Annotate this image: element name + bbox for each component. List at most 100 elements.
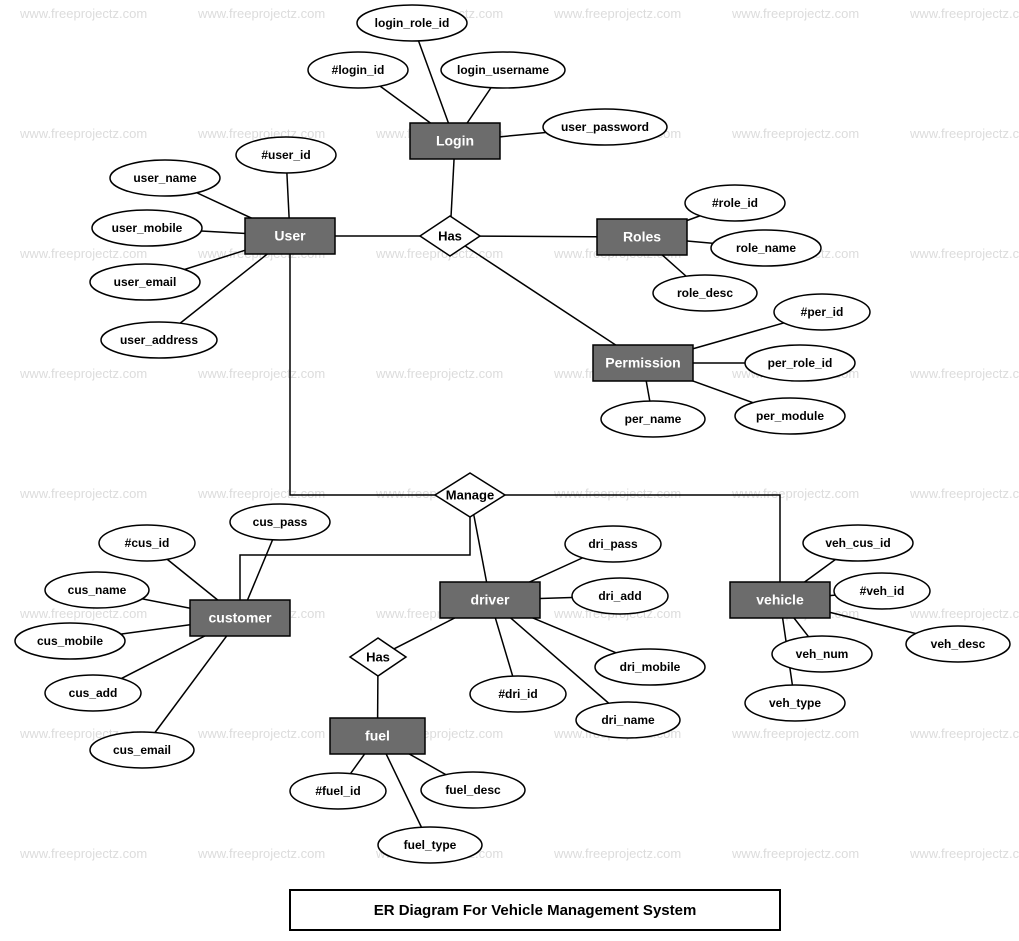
- entity-customer: customer: [190, 600, 290, 636]
- entity-label: vehicle: [756, 592, 804, 608]
- svg-text:www.freeprojectz.com: www.freeprojectz.com: [553, 846, 681, 861]
- svg-text:www.freeprojectz.com: www.freeprojectz.com: [19, 606, 147, 621]
- svg-text:www.freeprojectz.com: www.freeprojectz.com: [197, 726, 325, 741]
- attribute-per-role-id: per_role_id: [745, 345, 855, 381]
- attribute-label: user_password: [561, 120, 649, 134]
- attribute-label: veh_num: [796, 647, 849, 661]
- svg-text:www.freeprojectz.com: www.freeprojectz.com: [909, 726, 1019, 741]
- attribute-veh-cus-id: veh_cus_id: [803, 525, 913, 561]
- svg-text:www.freeprojectz.com: www.freeprojectz.com: [197, 6, 325, 21]
- attribute-label: cus_pass: [253, 515, 308, 529]
- attribute-dri-add: dri_add: [572, 578, 668, 614]
- attribute-user-email: user_email: [90, 264, 200, 300]
- attribute-label: login_username: [457, 63, 549, 77]
- entity-permission: Permission: [593, 345, 693, 381]
- attribute-label: #user_id: [261, 148, 310, 162]
- edges-layer: [70, 23, 958, 845]
- attribute-dri-mobile: dri_mobile: [595, 649, 705, 685]
- attribute-fuel-desc: fuel_desc: [421, 772, 525, 808]
- attribute-label: dri_add: [598, 589, 641, 603]
- attribute-dri-name: dri_name: [576, 702, 680, 738]
- svg-text:www.freeprojectz.com: www.freeprojectz.com: [909, 606, 1019, 621]
- attribute--role-id: #role_id: [685, 185, 785, 221]
- attribute--dri-id: #dri_id: [470, 676, 566, 712]
- attribute-label: #per_id: [801, 305, 844, 319]
- attribute-label: #veh_id: [860, 584, 905, 598]
- attribute-label: #fuel_id: [315, 784, 360, 798]
- attribute-label: dri_name: [601, 713, 655, 727]
- attribute-label: per_name: [625, 412, 682, 426]
- entity-label: Permission: [605, 355, 680, 371]
- svg-text:www.freeprojectz.com: www.freeprojectz.com: [909, 246, 1019, 261]
- svg-text:www.freeprojectz.com: www.freeprojectz.com: [731, 726, 859, 741]
- svg-text:www.freeprojectz.com: www.freeprojectz.com: [19, 846, 147, 861]
- entity-label: driver: [471, 592, 510, 608]
- svg-text:www.freeprojectz.com: www.freeprojectz.com: [731, 126, 859, 141]
- attribute-veh-desc: veh_desc: [906, 626, 1010, 662]
- entity-fuel: fuel: [330, 718, 425, 754]
- attribute-per-module: per_module: [735, 398, 845, 434]
- attribute-label: user_mobile: [112, 221, 183, 235]
- relationship-label: Has: [366, 649, 390, 664]
- svg-text:www.freeprojectz.com: www.freeprojectz.com: [553, 486, 681, 501]
- attribute-label: fuel_type: [404, 838, 457, 852]
- attribute-veh-type: veh_type: [745, 685, 845, 721]
- entity-login: Login: [410, 123, 500, 159]
- attribute-label: #login_id: [332, 63, 385, 77]
- attribute-label: veh_type: [769, 696, 821, 710]
- svg-text:www.freeprojectz.com: www.freeprojectz.com: [19, 366, 147, 381]
- entity-user: User: [245, 218, 335, 254]
- entity-vehicle: vehicle: [730, 582, 830, 618]
- svg-text:www.freeprojectz.com: www.freeprojectz.com: [197, 846, 325, 861]
- attribute-label: cus_mobile: [37, 634, 103, 648]
- attribute--login-id: #login_id: [308, 52, 408, 88]
- attribute-label: user_name: [133, 171, 197, 185]
- attribute-user-name: user_name: [110, 160, 220, 196]
- entity-label: User: [274, 228, 306, 244]
- attribute-label: #dri_id: [498, 687, 537, 701]
- svg-text:www.freeprojectz.com: www.freeprojectz.com: [731, 486, 859, 501]
- relationship-manage: Manage: [435, 473, 505, 517]
- attribute-veh-num: veh_num: [772, 636, 872, 672]
- attribute-label: dri_mobile: [620, 660, 681, 674]
- svg-text:www.freeprojectz.com: www.freeprojectz.com: [909, 126, 1019, 141]
- attribute--fuel-id: #fuel_id: [290, 773, 386, 809]
- svg-text:www.freeprojectz.com: www.freeprojectz.com: [197, 366, 325, 381]
- attribute-role-desc: role_desc: [653, 275, 757, 311]
- attribute-user-password: user_password: [543, 109, 667, 145]
- svg-text:www.freeprojectz.com: www.freeprojectz.com: [909, 6, 1019, 21]
- svg-text:www.freeprojectz.com: www.freeprojectz.com: [731, 846, 859, 861]
- svg-text:www.freeprojectz.com: www.freeprojectz.com: [19, 246, 147, 261]
- entity-driver: driver: [440, 582, 540, 618]
- attribute-label: cus_add: [69, 686, 118, 700]
- attribute-user-address: user_address: [101, 322, 217, 358]
- attribute-fuel-type: fuel_type: [378, 827, 482, 863]
- attribute-cus-pass: cus_pass: [230, 504, 330, 540]
- attribute-login-role-id: login_role_id: [357, 5, 467, 41]
- attribute-label: #cus_id: [125, 536, 170, 550]
- attribute-user-mobile: user_mobile: [92, 210, 202, 246]
- attribute-label: login_role_id: [375, 16, 450, 30]
- attribute-per-name: per_name: [601, 401, 705, 437]
- svg-text:www.freeprojectz.com: www.freeprojectz.com: [19, 486, 147, 501]
- attribute-label: role_desc: [677, 286, 733, 300]
- attribute--user-id: #user_id: [236, 137, 336, 173]
- attribute-label: user_email: [114, 275, 177, 289]
- entity-label: fuel: [365, 728, 390, 744]
- svg-text:www.freeprojectz.com: www.freeprojectz.com: [909, 486, 1019, 501]
- attribute-cus-name: cus_name: [45, 572, 149, 608]
- attribute-label: fuel_desc: [445, 783, 501, 797]
- relationship-has: Has: [350, 638, 406, 676]
- attribute--per-id: #per_id: [774, 294, 870, 330]
- svg-text:www.freeprojectz.com: www.freeprojectz.com: [731, 6, 859, 21]
- entity-label: Login: [436, 133, 474, 149]
- entity-label: Roles: [623, 229, 661, 245]
- attribute-label: per_role_id: [768, 356, 833, 370]
- attribute-cus-add: cus_add: [45, 675, 141, 711]
- svg-text:www.freeprojectz.com: www.freeprojectz.com: [909, 846, 1019, 861]
- diagram-title: ER Diagram For Vehicle Management System: [374, 902, 697, 919]
- svg-text:www.freeprojectz.com: www.freeprojectz.com: [19, 126, 147, 141]
- attribute-login-username: login_username: [441, 52, 565, 88]
- attribute-cus-email: cus_email: [90, 732, 194, 768]
- attribute-label: dri_pass: [588, 537, 638, 551]
